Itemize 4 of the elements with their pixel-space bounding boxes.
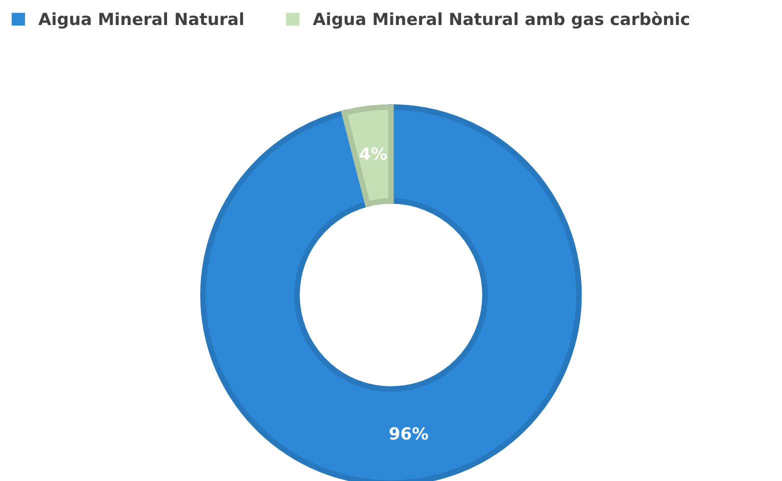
- data-label: 4%: [360, 147, 387, 160]
- legend-label: Aigua Mineral Natural: [38, 12, 244, 29]
- legend-label: Aigua Mineral Natural amb gas carbònic: [312, 12, 690, 29]
- data-label: 96%: [390, 427, 428, 440]
